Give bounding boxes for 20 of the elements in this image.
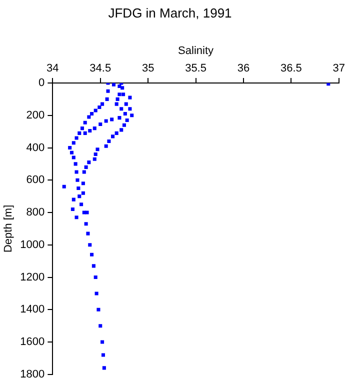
- y-tick-label: 400: [26, 142, 45, 154]
- x-tick-label: 36: [237, 62, 250, 74]
- y-tick-label: 0: [38, 77, 45, 90]
- x-tick-label: 34: [46, 62, 59, 74]
- x-tick-label: 35.5: [185, 62, 206, 74]
- y-tick-label: 800: [26, 206, 45, 219]
- y-tick-label: 600: [26, 174, 45, 186]
- x-tick-label: 35: [142, 62, 154, 74]
- y-tick-label: 1200: [20, 271, 45, 284]
- y-axis-title: Depth [m]: [2, 204, 15, 253]
- y-tick-label: 200: [26, 109, 45, 122]
- x-tick-label: 37: [332, 62, 346, 74]
- chart-title: JFDG in March, 1991: [108, 5, 232, 20]
- x-tick-label: 34.5: [90, 62, 112, 74]
- y-tick-label: 1000: [20, 238, 45, 251]
- y-tick-label: 1600: [20, 336, 45, 348]
- y-tick-label: 1800: [20, 368, 45, 380]
- y-tick-label: 1400: [20, 304, 45, 316]
- x-tick-label: 36.5: [280, 62, 302, 74]
- x-axis-title: Salinity: [178, 45, 214, 58]
